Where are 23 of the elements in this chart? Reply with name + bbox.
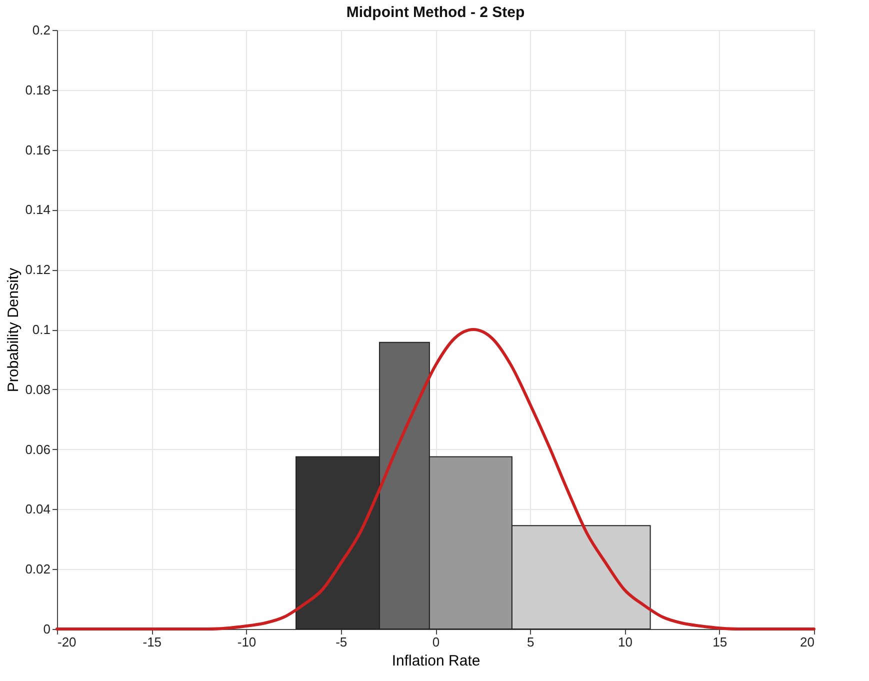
x-tick-label: 20 (800, 634, 814, 650)
x-tick-label: 10 (618, 634, 632, 650)
y-tick-label: 0.1 (32, 322, 50, 337)
x-tick-label: 0 (432, 634, 440, 650)
y-tick-label: 0.18 (25, 82, 50, 98)
y-tick-label: 0.12 (25, 262, 50, 278)
y-tick-label: 0.04 (25, 502, 50, 517)
y-tick-label: 0.06 (25, 442, 50, 457)
y-tick-label: 0.14 (25, 202, 50, 218)
y-tick-label: 0.02 (25, 562, 50, 577)
chart-title: Midpoint Method - 2 Step (346, 4, 525, 21)
y-tick-label: 0 (43, 622, 50, 636)
x-tick-label: 15 (712, 634, 728, 650)
y-tick-label: 0.2 (32, 22, 50, 38)
x-tick-label: -20 (58, 634, 76, 650)
x-tick-label: -10 (237, 634, 256, 650)
x-tick-label: -5 (336, 634, 348, 650)
x-tick-label: -15 (142, 634, 162, 650)
x-axis-title: Inflation Rate (392, 652, 480, 670)
y-tick-label: 0.08 (25, 382, 50, 397)
x-tick-label: 5 (527, 634, 534, 650)
y-axis-title: Probability Density (5, 267, 22, 392)
y-tick-label: 0.16 (25, 142, 50, 158)
